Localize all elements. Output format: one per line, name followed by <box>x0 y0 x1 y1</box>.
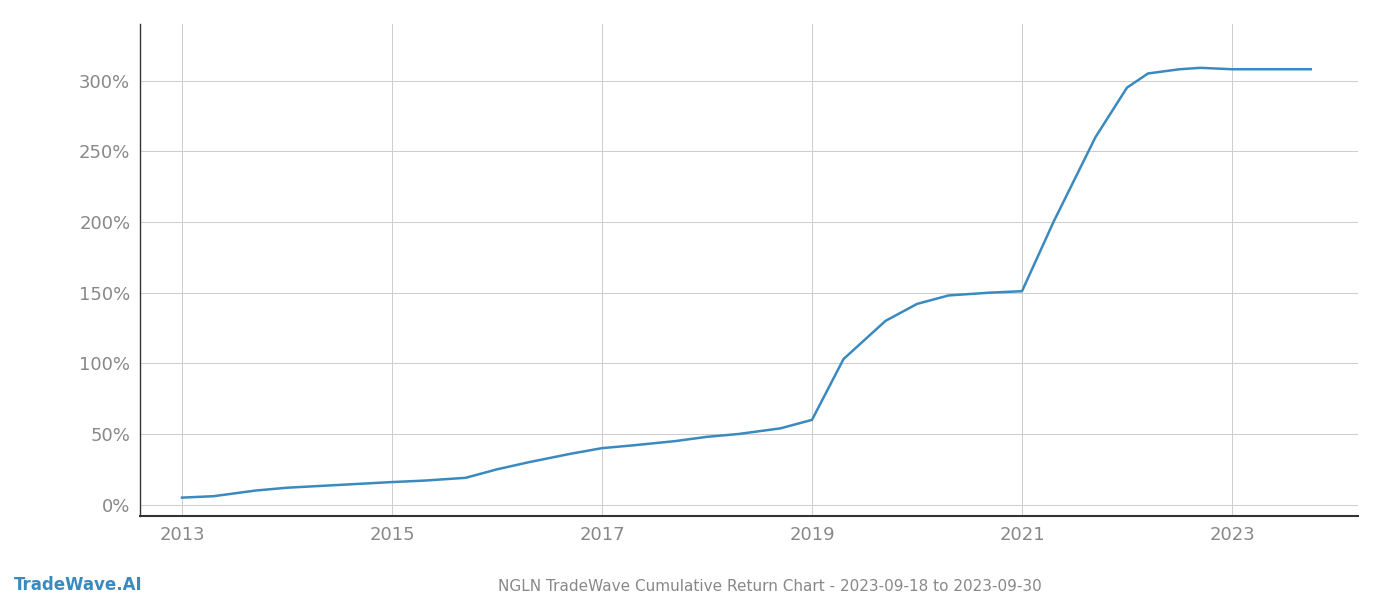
Text: TradeWave.AI: TradeWave.AI <box>14 576 143 594</box>
Text: NGLN TradeWave Cumulative Return Chart - 2023-09-18 to 2023-09-30: NGLN TradeWave Cumulative Return Chart -… <box>498 579 1042 594</box>
